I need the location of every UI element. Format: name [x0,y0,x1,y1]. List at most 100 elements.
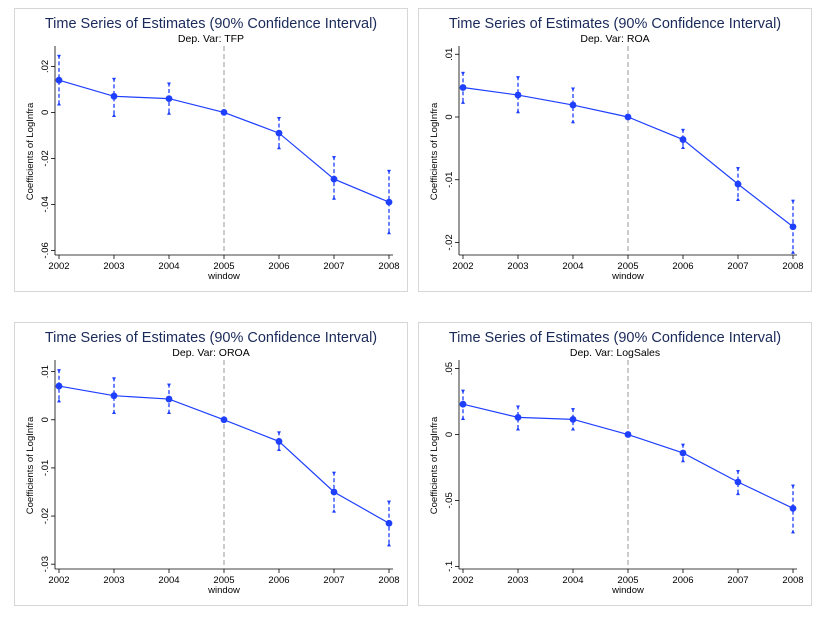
series-line [58,385,390,524]
ci-cap-top [112,77,116,82]
chart-panel-tfp: Time Series of Estimates (90% Confidence… [14,8,408,292]
data-point [385,519,393,527]
data-point [275,129,283,137]
x-tick-label: 2004 [158,261,179,272]
data-point [275,438,283,445]
ci-cap-top [571,408,575,412]
x-tick-label: 2005 [617,261,638,272]
x-axis-title: window [207,585,240,596]
x-tick-label: 2008 [782,261,803,272]
y-tick-label: .02 [40,60,51,73]
x-tick-label: 2004 [158,575,179,586]
chart-subtitle: Dep. Var: LogSales [570,347,660,359]
y-tick-label: -.03 [40,556,51,572]
ci-cap-top [167,383,171,388]
y-tick-label: -.1 [444,561,455,572]
y-tick-label: -.02 [40,508,51,524]
ci-cap-bottom [681,458,685,463]
ci-cap-bottom [736,491,740,496]
chart-title: Time Series of Estimates (90% Confidence… [45,330,377,346]
chart-panel-logsales: Time Series of Estimates (90% Confidence… [418,322,812,606]
series-line [462,86,794,228]
ci-cap-bottom [791,529,795,534]
ci-cap-bottom [332,196,336,200]
ci-cap-top [167,82,171,86]
data-point [624,431,632,438]
ci-cap-top [571,87,575,92]
data-point [55,76,63,84]
y-tick-label: -.04 [40,196,51,212]
data-point [624,113,632,121]
chart-title: Time Series of Estimates (90% Confidence… [45,16,377,32]
ci-cap-top [332,156,336,160]
y-tick-label: 0 [444,114,455,119]
y-tick-label: .01 [444,48,455,61]
x-tick-label: 2006 [268,261,289,272]
data-point [459,84,467,91]
ci-cap-bottom [332,509,336,513]
ci-cap-top [736,167,740,171]
x-tick-label: 2006 [268,575,289,586]
ci-cap-top [461,71,465,76]
y-tick-label: 0 [40,110,51,115]
data-point [679,136,687,143]
data-point [110,92,118,100]
x-tick-label: 2007 [323,575,344,586]
ci-cap-bottom [112,113,116,117]
ci-cap-bottom [516,109,520,114]
ci-cap-top [387,500,391,505]
data-point [385,198,393,206]
ci-cap-bottom [112,410,116,414]
ci-cap-bottom [167,111,171,115]
x-tick-label: 2002 [48,261,69,272]
data-point [165,395,173,403]
chart-subtitle: Dep. Var: OROA [172,347,249,359]
y-axis-title: Coefficients of LogInfra [25,416,36,514]
chart-subtitle: Dep. Var: ROA [580,33,649,45]
y-tick-label: .01 [40,365,51,378]
x-tick-label: 2005 [617,575,638,586]
ci-cap-bottom [461,100,465,104]
chart-svg: Time Series of Estimates (90% Confidence… [429,330,804,596]
x-tick-label: 2003 [507,575,528,586]
data-point [734,180,742,188]
x-tick-label: 2002 [452,261,473,272]
x-tick-label: 2007 [727,261,748,272]
x-axis-title: window [207,271,240,282]
data-point [459,400,467,408]
x-tick-label: 2004 [562,261,583,272]
data-point [220,416,228,424]
x-tick-label: 2008 [782,575,803,586]
ci-cap-bottom [277,145,281,150]
x-tick-label: 2003 [103,575,124,586]
x-tick-label: 2008 [378,575,399,586]
y-tick-label: -.06 [40,242,51,258]
x-tick-label: 2007 [323,261,344,272]
ci-cap-top [332,471,336,476]
ci-cap-top [791,199,795,204]
x-tick-label: 2006 [672,575,693,586]
data-point [110,392,118,400]
x-axis-title: window [611,585,644,596]
ci-cap-top [681,128,685,133]
data-point [789,504,797,512]
ci-cap-bottom [571,427,575,431]
data-point [55,382,63,390]
chart-panel-roa: Time Series of Estimates (90% Confidence… [418,8,812,292]
ci-cap-bottom [57,102,61,106]
chart-title: Time Series of Estimates (90% Confidence… [449,330,781,346]
ci-cap-bottom [387,542,391,547]
data-point [514,413,522,421]
ci-cap-bottom [167,410,171,414]
y-tick-label: -.05 [444,492,455,508]
ci-cap-top [57,54,61,59]
y-tick-label: -.01 [40,460,51,476]
ci-cap-top [387,169,391,174]
data-point [789,223,797,231]
data-point [569,415,577,423]
data-point [569,101,577,109]
ci-cap-bottom [571,119,575,124]
x-tick-label: 2007 [727,575,748,586]
x-tick-label: 2004 [562,575,583,586]
data-point [514,91,522,99]
